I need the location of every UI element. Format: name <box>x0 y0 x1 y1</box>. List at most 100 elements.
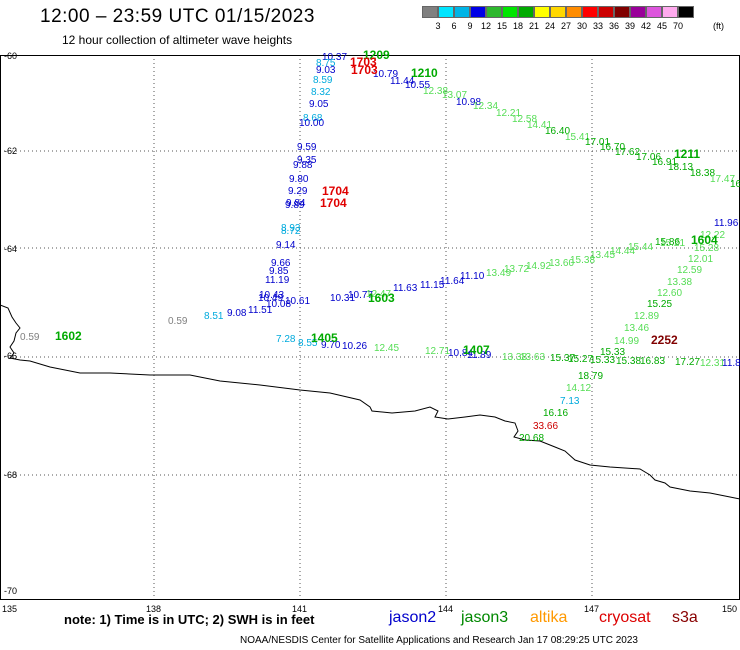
legend-swatch <box>662 6 678 18</box>
wave-height-value: 15.38 <box>570 255 596 266</box>
legend-label: 27 <box>560 21 571 31</box>
wave-height-value: 10.26 <box>342 341 368 352</box>
wave-height-value: 8.68 <box>303 113 323 124</box>
wave-height-value: 11.44 <box>390 76 415 87</box>
wave-height-value: 20.68 <box>519 433 545 444</box>
legend-swatch <box>470 6 486 18</box>
wave-height-value: 17.01 <box>585 137 611 148</box>
wave-height-value: 12.60 <box>657 288 683 299</box>
wave-height-value: 10.98 <box>456 97 482 108</box>
wave-height-value: 9.08 <box>227 308 247 319</box>
wave-height-value: 9.03 <box>316 65 336 76</box>
wave-height-value: 11.10 <box>460 271 485 282</box>
legend-swatch <box>614 6 630 18</box>
lat-label: -66 <box>4 351 18 361</box>
wave-height-value: 17.62 <box>615 147 641 158</box>
legend-swatch <box>582 6 598 18</box>
legend-swatch <box>502 6 518 18</box>
graticule <box>0 55 740 600</box>
wave-height-value: 9.35 <box>297 155 317 166</box>
wave-height-value: 13.63 <box>520 352 546 363</box>
pass-id-label: 1703 <box>351 63 378 77</box>
legend-swatch <box>598 6 614 18</box>
pass-id-label: 1604 <box>691 233 718 247</box>
wave-height-value: 33.66 <box>533 421 559 432</box>
lon-label: 150 <box>722 604 738 614</box>
wave-height-value: 8.55 <box>298 338 318 349</box>
wave-height-value: 11.15 <box>420 280 445 291</box>
pass-id-label: 1407 <box>463 343 490 357</box>
wave-height-value: 17.47 <box>710 174 736 185</box>
wave-height-value: 12.01 <box>688 254 714 265</box>
wave-height-value: 12.31 <box>700 358 726 369</box>
satellite-name: cryosat <box>599 609 651 626</box>
pass-id-label: 1703 <box>350 55 377 69</box>
wave-height-value: 16.16 <box>543 408 569 419</box>
wave-height-value: 12.89 <box>634 311 660 322</box>
legend-swatch <box>646 6 662 18</box>
wave-height-value: 12.34 <box>473 101 499 112</box>
wave-height-value: 9.29 <box>288 186 308 197</box>
legend-swatch <box>566 6 582 18</box>
satellite-name: jason2 <box>389 609 437 626</box>
lon-label: 135 <box>2 604 18 614</box>
wave-height-value: 12.71 <box>425 346 451 357</box>
legend-label: 15 <box>496 21 507 31</box>
wave-height-value: 8.75 <box>316 58 336 69</box>
legend-unit: (ft) <box>713 21 724 31</box>
legend-swatch <box>454 6 470 18</box>
wave-height-value: 9.59 <box>297 142 317 153</box>
wave-height-value: 15.33 <box>590 355 616 366</box>
legend-label: 12 <box>480 21 491 31</box>
wave-height-value: 13.49 <box>486 268 512 279</box>
wave-height-value: 14.41 <box>527 120 553 131</box>
wave-height-value: 11.51 <box>248 305 273 316</box>
wave-height-value: 13.07 <box>442 90 468 101</box>
wave-height-value: 11.19 <box>265 275 290 286</box>
legend-label: 45 <box>656 21 667 31</box>
satellite-name: s3a <box>672 609 698 626</box>
wave-height-value: 12.38 <box>423 86 449 97</box>
wave-height-value: 15.41 <box>565 132 591 143</box>
map-title: 12:00 – 23:59 UTC 01/15/2023 <box>40 6 315 27</box>
wave-height-value: 9.84 <box>286 198 306 209</box>
wave-height-value: 10.77 <box>348 290 374 301</box>
wave-height-value: 13.38 <box>502 352 528 363</box>
wave-height-value: 12.59 <box>677 265 703 276</box>
wave-height-value: 13.45 <box>590 250 616 261</box>
wave-height-value: 15.21 <box>660 238 686 249</box>
wave-height-value: 13.60 <box>549 258 575 269</box>
wave-height-value: 10.55 <box>405 80 431 91</box>
pass-id-label: 1211 <box>674 147 701 161</box>
pass-id-label: 1405 <box>311 331 338 345</box>
lon-label: 138 <box>146 604 162 614</box>
pass-id-label: 2252 <box>651 333 678 347</box>
wave-height-value: 14.44 <box>610 246 636 257</box>
lon-label: 141 <box>292 604 308 614</box>
legend-label: 24 <box>544 21 555 31</box>
wave-height-value: 10.00 <box>299 118 325 129</box>
legend-swatch <box>534 6 550 18</box>
wave-height-value: 18.38 <box>690 168 716 179</box>
wave-height-value: 9.05 <box>309 99 329 110</box>
wave-height-value: 11.96 <box>714 218 739 229</box>
wave-height-value: 10.84 <box>448 348 474 359</box>
footnote: note: 1) Time is in UTC; 2) SWH is in fe… <box>64 612 315 627</box>
wave-height-value: 8.59 <box>313 75 333 86</box>
legend-label: 33 <box>592 21 603 31</box>
wave-height-value: 14.92 <box>526 261 552 272</box>
wave-height-value: 17.06 <box>636 152 662 163</box>
wave-height-value: 17.27 <box>675 357 701 368</box>
pass-id-label: 1704 <box>320 196 347 210</box>
legend-label: 3 <box>435 21 441 31</box>
wave-height-value: 11.63 <box>393 283 418 294</box>
wave-height-value: 9.80 <box>289 174 309 185</box>
wave-height-value: 10.61 <box>285 296 311 307</box>
wave-height-value: 8.72 <box>281 226 301 237</box>
wave-height-value: 18.13 <box>668 162 694 173</box>
lat-label: -70 <box>4 586 18 596</box>
legend-label: 36 <box>608 21 619 31</box>
wave-height-value: 13.46 <box>624 323 650 334</box>
pass-id-label: 1704 <box>322 184 349 198</box>
map-subtitle: 12 hour collection of altimeter wave hei… <box>62 33 293 47</box>
